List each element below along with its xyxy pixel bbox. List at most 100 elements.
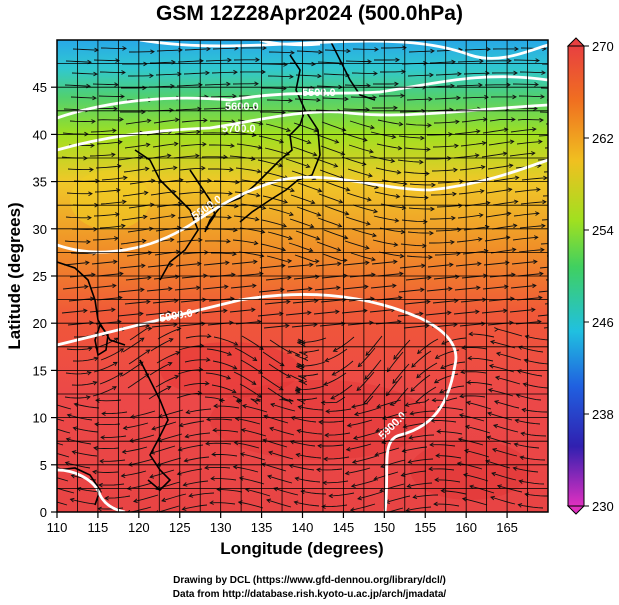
streamline-arrowhead [172,165,178,171]
streamline [354,407,380,416]
streamline-arrowhead [251,132,257,138]
streamline [454,130,480,135]
streamline [301,337,327,343]
streamline [204,83,231,86]
streamline [411,350,432,368]
streamline [489,119,515,122]
streamline [431,420,457,423]
streamline-arrowhead [345,446,351,452]
streamline [129,327,152,341]
streamline [149,469,175,478]
streamline-arrowhead [229,167,234,172]
streamline [294,501,320,507]
streamline-arrowhead [374,47,379,52]
streamline-arrowhead [104,495,109,501]
streamline-arrowhead [532,127,537,132]
streamline-arrowhead [112,361,118,367]
x-tick-label: 140 [292,520,314,535]
streamline-arrowhead [149,202,155,208]
streamline-arrowhead [454,143,459,149]
streamline [99,71,126,73]
streamline-arrowhead [113,106,118,111]
streamline-arrowhead [422,243,427,249]
streamline [185,335,211,339]
streamline-arrowhead [485,459,491,465]
streamline-arrowhead [44,473,48,477]
streamline-arrowhead [120,473,126,479]
y-axis-label: Latitude (degrees) [5,202,24,349]
streamline-arrowhead [145,349,151,354]
sakhalin-coast [329,40,376,101]
streamline [392,363,410,384]
streamline-arrowhead [261,205,267,210]
streamline-arrowhead [392,283,397,289]
streamline-arrowhead [197,261,202,267]
streamline [409,434,435,439]
streamline-arrowhead [564,194,568,198]
streamline [545,279,548,281]
streamline-arrowhead [176,225,182,231]
streamline [155,481,181,490]
streamline [92,386,117,397]
streamline [70,498,96,505]
streamline-arrowhead [426,147,431,152]
streamline [333,336,355,352]
streamline [240,453,266,461]
streamline [541,219,548,221]
streamline-arrowhead [206,202,211,207]
streamline [458,438,484,446]
streamline [286,134,311,144]
streamline [234,347,257,361]
x-tick-label: 145 [333,520,355,535]
streamline [241,429,267,437]
streamline [205,442,232,445]
streamline [182,504,208,510]
streamline [268,51,295,54]
streamline-arrowhead [475,129,481,134]
streamline [297,429,323,435]
streamline-arrowhead [295,389,301,394]
streamline-arrowhead [411,363,416,368]
streamline-arrowhead [343,273,348,279]
streamline-arrowhead [279,362,285,367]
colorbar-tick-label: 270 [592,39,614,54]
streamline-arrowhead [534,235,539,240]
streamline [161,493,187,502]
streamline-arrowhead [318,419,323,425]
streamline-arrowhead [121,223,126,229]
streamline [184,359,210,363]
streamline-arrowhead [317,188,323,193]
streamline [175,108,202,111]
streamline [150,445,176,454]
streamline-arrowhead [262,45,267,51]
x-tick-label: 165 [496,520,518,535]
streamline [270,403,296,412]
streamline [202,132,229,134]
streamline [351,72,378,74]
streamline [345,60,372,63]
korean-peninsula [189,169,216,231]
streamline [96,141,122,145]
streamline-arrowhead [379,487,384,493]
streamline [513,467,539,473]
streamline [257,159,283,167]
streamline-arrowhead [420,287,425,293]
streamline-arrowhead [316,212,322,217]
streamline [375,423,401,432]
streamline-arrowhead [258,121,264,126]
streamline-arrowhead [340,151,346,156]
streamline [321,121,346,131]
streamline [259,111,286,114]
streamline-arrowhead [346,48,351,54]
streamline-arrowhead [419,159,424,165]
streamline [71,72,98,75]
streamline [213,429,239,433]
streamline-arrowhead [538,295,543,301]
streamline-arrowhead [227,57,232,63]
streamline [387,351,404,372]
streamline [318,444,344,447]
streamline-arrowhead [428,466,433,472]
streamline-arrowhead [399,271,404,277]
streamline [294,254,319,263]
streamline-arrowhead [119,348,125,353]
